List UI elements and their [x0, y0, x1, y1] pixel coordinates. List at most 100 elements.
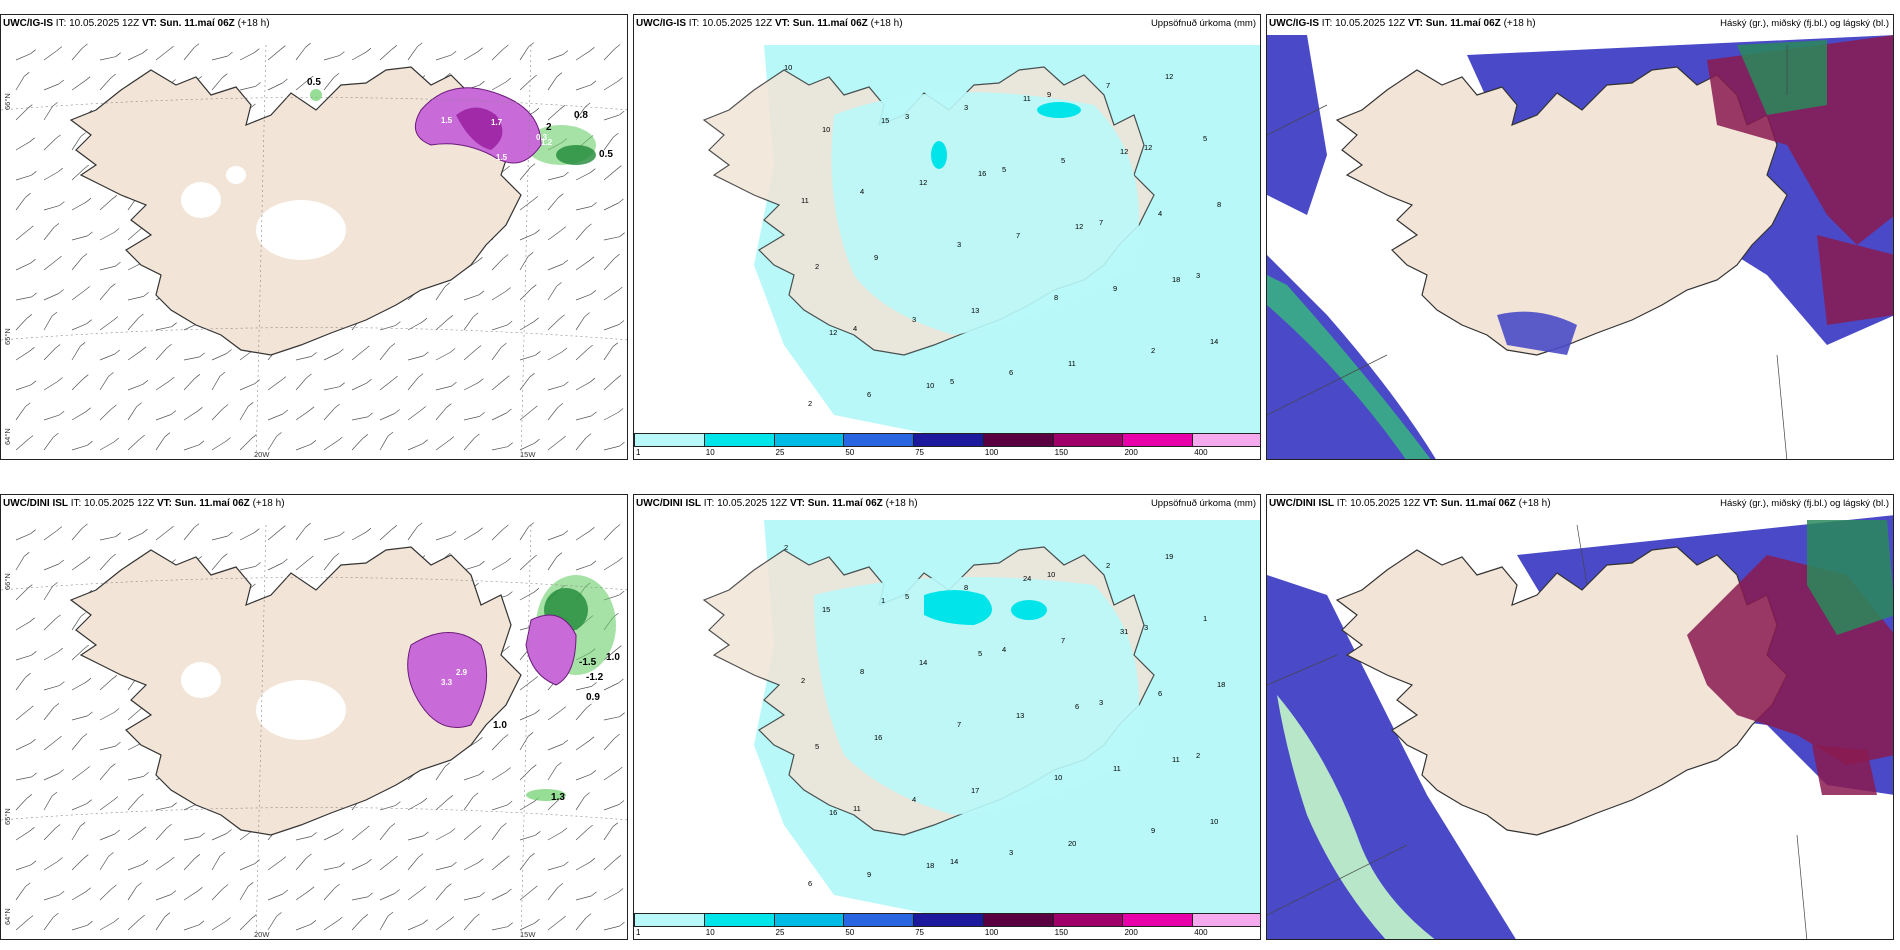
- wind-barb: [183, 924, 200, 931]
- wind-value: 1.7: [491, 118, 503, 127]
- colorbar-label: 1: [636, 448, 641, 457]
- wind-barb: [211, 77, 223, 91]
- wind-barb: [99, 199, 113, 211]
- glacier-vatnajokull: [256, 200, 346, 260]
- precip-value: 3: [1099, 698, 1103, 707]
- wind-barb: [351, 438, 364, 451]
- wind-barb: [491, 561, 507, 571]
- wind-value: 1.5: [441, 116, 453, 125]
- wind-barb: [379, 805, 396, 811]
- colorbar-swatch: [843, 433, 915, 447]
- wind-barb: [603, 649, 617, 661]
- wind-barb: [43, 651, 59, 661]
- colorbar-label: 200: [1124, 928, 1138, 937]
- wind-barb: [323, 77, 335, 91]
- wind-barb: [379, 827, 391, 841]
- wind-barb: [379, 915, 389, 931]
- wind-barb: [491, 412, 507, 421]
- wind-barb: [603, 136, 614, 151]
- precip-value: 4: [1002, 645, 1006, 654]
- colorbar-label: 100: [984, 448, 999, 457]
- wind-barb: [407, 835, 424, 841]
- precip-value: 12: [1120, 147, 1128, 156]
- precip-value: 11: [1023, 94, 1031, 103]
- wind-barb: [211, 921, 226, 931]
- wind-barb: [267, 860, 282, 871]
- wind-barb: [295, 46, 306, 61]
- wind-barb: [575, 531, 590, 541]
- wind-barb: [519, 409, 533, 421]
- wind-barb: [603, 202, 619, 211]
- wind-barb: [463, 437, 475, 451]
- wind-barb: [71, 826, 81, 841]
- wind-barb: [435, 407, 447, 421]
- wind-barb: [323, 407, 335, 421]
- precip-value: 4: [860, 187, 864, 196]
- colorbar: 1 10 25 50 75 100 150 200 400: [634, 913, 1260, 939]
- wind-barb: [127, 918, 140, 931]
- wind-barb: [127, 52, 143, 61]
- wind-barb: [15, 709, 29, 721]
- wind-barb: [43, 618, 56, 631]
- wind-barb: [603, 716, 620, 721]
- wind-barb: [379, 893, 395, 901]
- precip-value: 5: [905, 592, 909, 601]
- colorbar-label: 150: [1054, 928, 1069, 937]
- wind-barb: [15, 776, 32, 781]
- wind-barb: [127, 886, 137, 901]
- colorbar-label: 10: [705, 448, 715, 457]
- low-cloud: [1497, 311, 1577, 355]
- wind-barb: [491, 81, 507, 91]
- wind-barb: [211, 833, 227, 841]
- precip-core: [924, 590, 992, 625]
- wind-value: 1.2: [541, 138, 553, 147]
- panel-igis-wind: UWC/IG-IS IT: 10.05.2025 12Z VT: Sun. 11…: [0, 14, 628, 460]
- precip-value: 12: [1144, 143, 1152, 152]
- lon-label: 20W: [254, 930, 270, 939]
- wind-barb: [519, 354, 536, 361]
- precip-value: 12: [919, 178, 927, 187]
- wind-barb: [323, 832, 339, 841]
- wind-barb: [547, 887, 559, 901]
- wind-barb: [379, 379, 393, 391]
- wind-barb: [99, 232, 115, 241]
- precip-value: 1: [1203, 614, 1207, 623]
- wind-barb: [519, 801, 534, 811]
- precip-value: 4: [1158, 209, 1162, 218]
- wind-barb: [43, 50, 58, 61]
- colorbar-label: 50: [845, 928, 855, 937]
- wind-barb: [519, 591, 535, 601]
- wind-barb: [575, 51, 590, 61]
- wind-barb: [15, 919, 29, 931]
- wind-barb: [267, 82, 283, 91]
- wind-barb: [323, 352, 339, 361]
- wind-barb: [603, 379, 617, 391]
- wind-barb: [575, 773, 592, 781]
- wind-barb: [127, 709, 141, 721]
- wind-barb: [239, 886, 249, 901]
- wind-barb: [71, 136, 81, 151]
- wind-barb: [603, 859, 617, 871]
- wind-barb: [575, 686, 592, 691]
- wind-barb: [463, 564, 480, 571]
- wind-barb: [463, 917, 475, 931]
- wind-barb: [127, 776, 144, 781]
- colorbar-swatch: [1052, 433, 1124, 447]
- colorbar-swatch: [1192, 433, 1260, 447]
- wind-barb: [491, 346, 502, 361]
- precip-map: 2156111618243118161720191514131110987654…: [634, 495, 1260, 939]
- colorbar-swatch: [773, 433, 845, 447]
- wind-barb: [239, 863, 255, 871]
- wind-barb: [155, 414, 172, 421]
- wind-barb: [435, 319, 449, 331]
- wind-barb: [295, 377, 307, 391]
- wind-value: -1.2: [586, 672, 604, 683]
- colorbar-swatch: [913, 433, 984, 447]
- colorbar-label: 10: [705, 928, 715, 937]
- wind-barb: [547, 831, 563, 841]
- cloud-map: [1267, 15, 1893, 459]
- wind-barb: [127, 830, 142, 841]
- precip-value: 11: [853, 804, 861, 813]
- precip-value: 5: [1203, 134, 1207, 143]
- wind-barb: [575, 381, 591, 391]
